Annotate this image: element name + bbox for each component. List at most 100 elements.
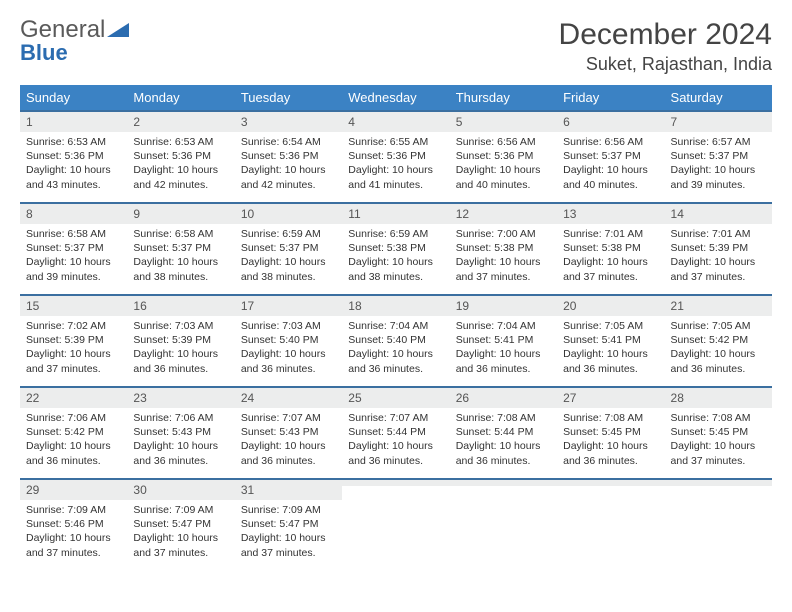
calendar-day-cell: 24Sunrise: 7:07 AMSunset: 5:43 PMDayligh… [235, 387, 342, 479]
day-number: 19 [450, 296, 557, 316]
sunset-text: Sunset: 5:47 PM [133, 517, 228, 531]
sunrise-text: Sunrise: 6:58 AM [133, 227, 228, 241]
calendar-day-cell: 19Sunrise: 7:04 AMSunset: 5:41 PMDayligh… [450, 295, 557, 387]
day-number: 15 [20, 296, 127, 316]
calendar-week-row: 22Sunrise: 7:06 AMSunset: 5:42 PMDayligh… [20, 387, 772, 479]
day-number: 1 [20, 112, 127, 132]
sunrise-text: Sunrise: 6:56 AM [563, 135, 658, 149]
sunset-text: Sunset: 5:45 PM [563, 425, 658, 439]
day-number: 28 [665, 388, 772, 408]
calendar-day-cell: 22Sunrise: 7:06 AMSunset: 5:42 PMDayligh… [20, 387, 127, 479]
sunset-text: Sunset: 5:43 PM [241, 425, 336, 439]
daylight-text: Daylight: 10 hours and 37 minutes. [671, 255, 766, 283]
calendar-day-cell: 20Sunrise: 7:05 AMSunset: 5:41 PMDayligh… [557, 295, 664, 387]
sunrise-text: Sunrise: 7:09 AM [26, 503, 121, 517]
daylight-text: Daylight: 10 hours and 42 minutes. [241, 163, 336, 191]
day-number: 3 [235, 112, 342, 132]
day-content: Sunrise: 6:58 AMSunset: 5:37 PMDaylight:… [127, 224, 234, 290]
day-content: Sunrise: 6:59 AMSunset: 5:38 PMDaylight:… [342, 224, 449, 290]
calendar-week-row: 15Sunrise: 7:02 AMSunset: 5:39 PMDayligh… [20, 295, 772, 387]
daylight-text: Daylight: 10 hours and 37 minutes. [26, 347, 121, 375]
sunrise-text: Sunrise: 6:57 AM [671, 135, 766, 149]
day-number: 8 [20, 204, 127, 224]
calendar-week-row: 8Sunrise: 6:58 AMSunset: 5:37 PMDaylight… [20, 203, 772, 295]
sunrise-text: Sunrise: 7:06 AM [26, 411, 121, 425]
calendar-day-cell [665, 479, 772, 571]
day-content: Sunrise: 6:54 AMSunset: 5:36 PMDaylight:… [235, 132, 342, 198]
day-number: 23 [127, 388, 234, 408]
calendar-day-cell: 6Sunrise: 6:56 AMSunset: 5:37 PMDaylight… [557, 111, 664, 203]
sunset-text: Sunset: 5:37 PM [26, 241, 121, 255]
daylight-text: Daylight: 10 hours and 37 minutes. [563, 255, 658, 283]
logo-text-general: General [20, 16, 105, 43]
sunset-text: Sunset: 5:37 PM [671, 149, 766, 163]
calendar-week-row: 29Sunrise: 7:09 AMSunset: 5:46 PMDayligh… [20, 479, 772, 571]
daylight-text: Daylight: 10 hours and 36 minutes. [671, 347, 766, 375]
day-content: Sunrise: 7:09 AMSunset: 5:47 PMDaylight:… [127, 500, 234, 566]
day-content: Sunrise: 7:08 AMSunset: 5:45 PMDaylight:… [665, 408, 772, 474]
sunset-text: Sunset: 5:36 PM [241, 149, 336, 163]
calendar-day-cell [342, 479, 449, 571]
logo-triangle-icon [107, 21, 129, 42]
calendar-day-cell: 27Sunrise: 7:08 AMSunset: 5:45 PMDayligh… [557, 387, 664, 479]
day-number: 9 [127, 204, 234, 224]
sunrise-text: Sunrise: 7:05 AM [671, 319, 766, 333]
header: General Blue December 2024 Suket, Rajast… [20, 18, 772, 75]
calendar-day-cell: 28Sunrise: 7:08 AMSunset: 5:45 PMDayligh… [665, 387, 772, 479]
sunset-text: Sunset: 5:40 PM [241, 333, 336, 347]
sunrise-text: Sunrise: 7:05 AM [563, 319, 658, 333]
daylight-text: Daylight: 10 hours and 36 minutes. [456, 439, 551, 467]
sunset-text: Sunset: 5:40 PM [348, 333, 443, 347]
day-content: Sunrise: 6:56 AMSunset: 5:36 PMDaylight:… [450, 132, 557, 198]
day-content: Sunrise: 7:04 AMSunset: 5:41 PMDaylight:… [450, 316, 557, 382]
day-number: 21 [665, 296, 772, 316]
sunset-text: Sunset: 5:43 PM [133, 425, 228, 439]
day-content: Sunrise: 7:08 AMSunset: 5:44 PMDaylight:… [450, 408, 557, 474]
calendar-day-cell: 30Sunrise: 7:09 AMSunset: 5:47 PMDayligh… [127, 479, 234, 571]
calendar-day-cell: 14Sunrise: 7:01 AMSunset: 5:39 PMDayligh… [665, 203, 772, 295]
month-title: December 2024 [559, 18, 772, 52]
daylight-text: Daylight: 10 hours and 36 minutes. [133, 347, 228, 375]
day-number: 10 [235, 204, 342, 224]
day-content: Sunrise: 7:02 AMSunset: 5:39 PMDaylight:… [20, 316, 127, 382]
calendar-day-cell: 29Sunrise: 7:09 AMSunset: 5:46 PMDayligh… [20, 479, 127, 571]
daylight-text: Daylight: 10 hours and 36 minutes. [563, 439, 658, 467]
day-content [665, 486, 772, 546]
sunset-text: Sunset: 5:38 PM [456, 241, 551, 255]
daylight-text: Daylight: 10 hours and 36 minutes. [348, 347, 443, 375]
daylight-text: Daylight: 10 hours and 37 minutes. [26, 531, 121, 559]
sunset-text: Sunset: 5:36 PM [133, 149, 228, 163]
day-number: 16 [127, 296, 234, 316]
location-text: Suket, Rajasthan, India [559, 54, 772, 75]
daylight-text: Daylight: 10 hours and 37 minutes. [671, 439, 766, 467]
calendar-day-cell: 5Sunrise: 6:56 AMSunset: 5:36 PMDaylight… [450, 111, 557, 203]
sunrise-text: Sunrise: 6:54 AM [241, 135, 336, 149]
day-content: Sunrise: 6:53 AMSunset: 5:36 PMDaylight:… [127, 132, 234, 198]
sunset-text: Sunset: 5:39 PM [671, 241, 766, 255]
day-number: 26 [450, 388, 557, 408]
day-content: Sunrise: 6:58 AMSunset: 5:37 PMDaylight:… [20, 224, 127, 290]
day-content: Sunrise: 7:07 AMSunset: 5:43 PMDaylight:… [235, 408, 342, 474]
sunrise-text: Sunrise: 7:07 AM [348, 411, 443, 425]
day-number: 11 [342, 204, 449, 224]
sunset-text: Sunset: 5:41 PM [563, 333, 658, 347]
day-content: Sunrise: 7:06 AMSunset: 5:43 PMDaylight:… [127, 408, 234, 474]
sunrise-text: Sunrise: 6:59 AM [348, 227, 443, 241]
weekday-header: Monday [127, 85, 234, 111]
calendar-day-cell: 4Sunrise: 6:55 AMSunset: 5:36 PMDaylight… [342, 111, 449, 203]
day-number: 20 [557, 296, 664, 316]
weekday-header: Friday [557, 85, 664, 111]
day-number: 30 [127, 480, 234, 500]
daylight-text: Daylight: 10 hours and 40 minutes. [563, 163, 658, 191]
sunrise-text: Sunrise: 7:09 AM [133, 503, 228, 517]
sunset-text: Sunset: 5:42 PM [26, 425, 121, 439]
calendar-day-cell: 21Sunrise: 7:05 AMSunset: 5:42 PMDayligh… [665, 295, 772, 387]
weekday-header: Saturday [665, 85, 772, 111]
calendar-day-cell [557, 479, 664, 571]
sunrise-text: Sunrise: 6:53 AM [133, 135, 228, 149]
daylight-text: Daylight: 10 hours and 41 minutes. [348, 163, 443, 191]
day-content: Sunrise: 6:56 AMSunset: 5:37 PMDaylight:… [557, 132, 664, 198]
day-content: Sunrise: 6:53 AMSunset: 5:36 PMDaylight:… [20, 132, 127, 198]
sunrise-text: Sunrise: 7:06 AM [133, 411, 228, 425]
weekday-header-row: Sunday Monday Tuesday Wednesday Thursday… [20, 85, 772, 111]
